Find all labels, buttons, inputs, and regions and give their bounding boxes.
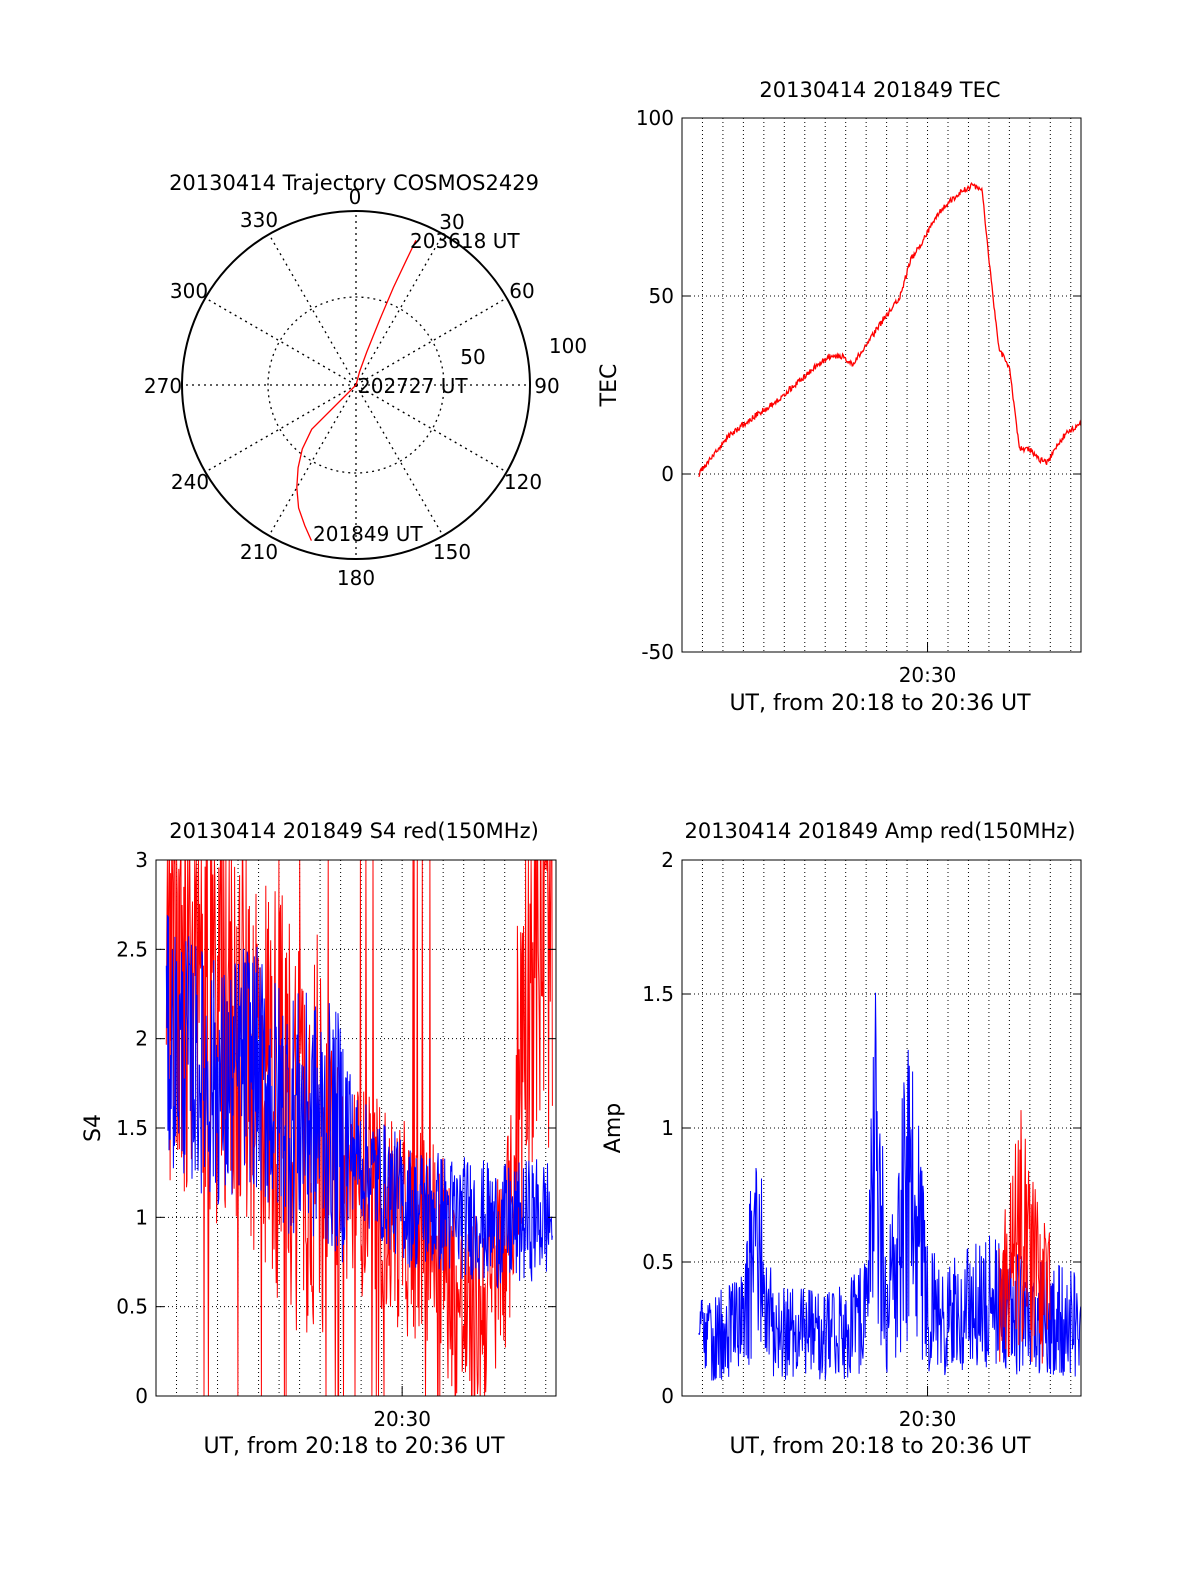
y-tick-label: -50 bbox=[641, 640, 674, 664]
angle-label-60: 60 bbox=[509, 279, 534, 303]
y-tick-label: 1.5 bbox=[642, 982, 674, 1006]
series-line bbox=[698, 182, 1082, 478]
x-tick-label: 20:30 bbox=[373, 1407, 431, 1431]
tec-series bbox=[698, 182, 1082, 478]
polar-inner-ring bbox=[267, 296, 445, 474]
polar-spoke bbox=[355, 297, 508, 386]
ring-label-50: 50 bbox=[460, 345, 485, 369]
series-line bbox=[165, 859, 553, 1397]
y-tick-label: 50 bbox=[649, 284, 674, 308]
x-tick-label: 20:30 bbox=[899, 1407, 957, 1431]
amp-ylabel: Amp bbox=[601, 1103, 626, 1153]
polar-spoke bbox=[268, 384, 357, 537]
angle-label-240: 240 bbox=[171, 470, 209, 494]
tec-panel: 20130414 201849 TEC -50 0 50 100 20:30 UT, … bbox=[597, 78, 1082, 716]
y-tick-label: 3 bbox=[135, 848, 148, 872]
amp-title: 20130414 201849 Amp red(150MHz) bbox=[684, 819, 1075, 843]
polar-spoke bbox=[204, 384, 357, 473]
s4-ylabel: S4 bbox=[81, 1114, 106, 1142]
amp-series bbox=[698, 992, 1082, 1381]
angle-label-180: 180 bbox=[337, 566, 375, 590]
y-tick-label: 2 bbox=[661, 848, 674, 872]
y-tick-label: 0 bbox=[661, 1384, 674, 1408]
y-tick-label: 0.5 bbox=[116, 1295, 148, 1319]
angle-label-120: 120 bbox=[504, 470, 542, 494]
amp-grid bbox=[682, 860, 1081, 1396]
annotation-start-time: 201849 UT bbox=[313, 522, 423, 546]
y-tick-label: 0 bbox=[661, 462, 674, 486]
y-tick-label: 2.5 bbox=[116, 937, 148, 961]
s4-y-ticks: 0 0.5 1 1.5 2 2.5 3 bbox=[116, 848, 556, 1408]
series-line bbox=[998, 1110, 1051, 1364]
angle-label-210: 210 bbox=[240, 540, 278, 564]
angle-label-30: 30 bbox=[439, 210, 464, 234]
angle-label-330: 330 bbox=[240, 208, 278, 232]
tec-grid bbox=[682, 118, 1081, 652]
y-tick-label: 1 bbox=[661, 1116, 674, 1140]
amp-xlabel: UT, from 20:18 to 20:36 UT bbox=[729, 1434, 1031, 1459]
tec-y-ticks: -50 0 50 100 bbox=[636, 106, 1081, 664]
s4-x-ticks: 20:30 bbox=[373, 1386, 431, 1431]
tec-title: 20130414 201849 TEC bbox=[759, 78, 1000, 102]
trajectory-line bbox=[296, 240, 417, 541]
s4-panel: 20130414 201849 S4 red(150MHz) 0 0.5 1 1.5 2… bbox=[81, 819, 557, 1459]
polar-spoke bbox=[355, 233, 444, 386]
s4-xlabel: UT, from 20:18 to 20:36 UT bbox=[203, 1434, 505, 1459]
tec-xlabel: UT, from 20:18 to 20:36 UT bbox=[729, 691, 1031, 716]
tec-ylabel: TEC bbox=[597, 364, 622, 408]
polar-spoke bbox=[268, 233, 357, 386]
tec-x-ticks: 20:30 bbox=[899, 642, 957, 687]
y-tick-label: 0 bbox=[135, 1384, 148, 1408]
y-tick-label: 0.5 bbox=[642, 1250, 674, 1274]
polar-spoke bbox=[355, 384, 508, 473]
amp-panel: 20130414 201849 Amp red(150MHz) 0 0.5 1 1.5… bbox=[601, 819, 1082, 1459]
y-tick-label: 100 bbox=[636, 106, 674, 130]
y-tick-label: 2 bbox=[135, 1027, 148, 1051]
angle-label-270: 270 bbox=[144, 374, 182, 398]
amp-x-ticks: 20:30 bbox=[899, 1386, 957, 1431]
tec-frame bbox=[681, 117, 1082, 653]
polar-spoke bbox=[355, 384, 444, 537]
annotation-end-time: 203618 UT bbox=[410, 229, 520, 253]
s4-title: 20130414 201849 S4 red(150MHz) bbox=[169, 819, 539, 843]
polar-spokes bbox=[182, 211, 530, 559]
angle-label-0: 0 bbox=[349, 185, 362, 209]
polar-spoke bbox=[204, 297, 357, 386]
amp-y-ticks: 0 0.5 1 1.5 2 bbox=[642, 848, 1081, 1408]
polar-angle-labels: 0 30 60 90 120 150 180 210 240 270 300 3… bbox=[144, 185, 560, 590]
angle-label-150: 150 bbox=[433, 540, 471, 564]
series-line bbox=[165, 915, 553, 1289]
polar-outer-ring bbox=[181, 210, 531, 560]
series-line bbox=[698, 992, 1082, 1381]
ring-label-100: 100 bbox=[549, 334, 587, 358]
angle-label-90: 90 bbox=[534, 374, 559, 398]
annotation-mid-time: 202727 UT bbox=[358, 374, 468, 398]
polar-panel: 20130414 Trajectory COSMOS2429 0 30 60 9… bbox=[144, 171, 587, 590]
y-tick-label: 1 bbox=[135, 1205, 148, 1229]
polar-title: 20130414 Trajectory COSMOS2429 bbox=[169, 171, 539, 195]
y-tick-label: 1.5 bbox=[116, 1116, 148, 1140]
angle-label-300: 300 bbox=[170, 279, 208, 303]
x-tick-label: 20:30 bbox=[899, 663, 957, 687]
s4-series bbox=[165, 859, 553, 1397]
